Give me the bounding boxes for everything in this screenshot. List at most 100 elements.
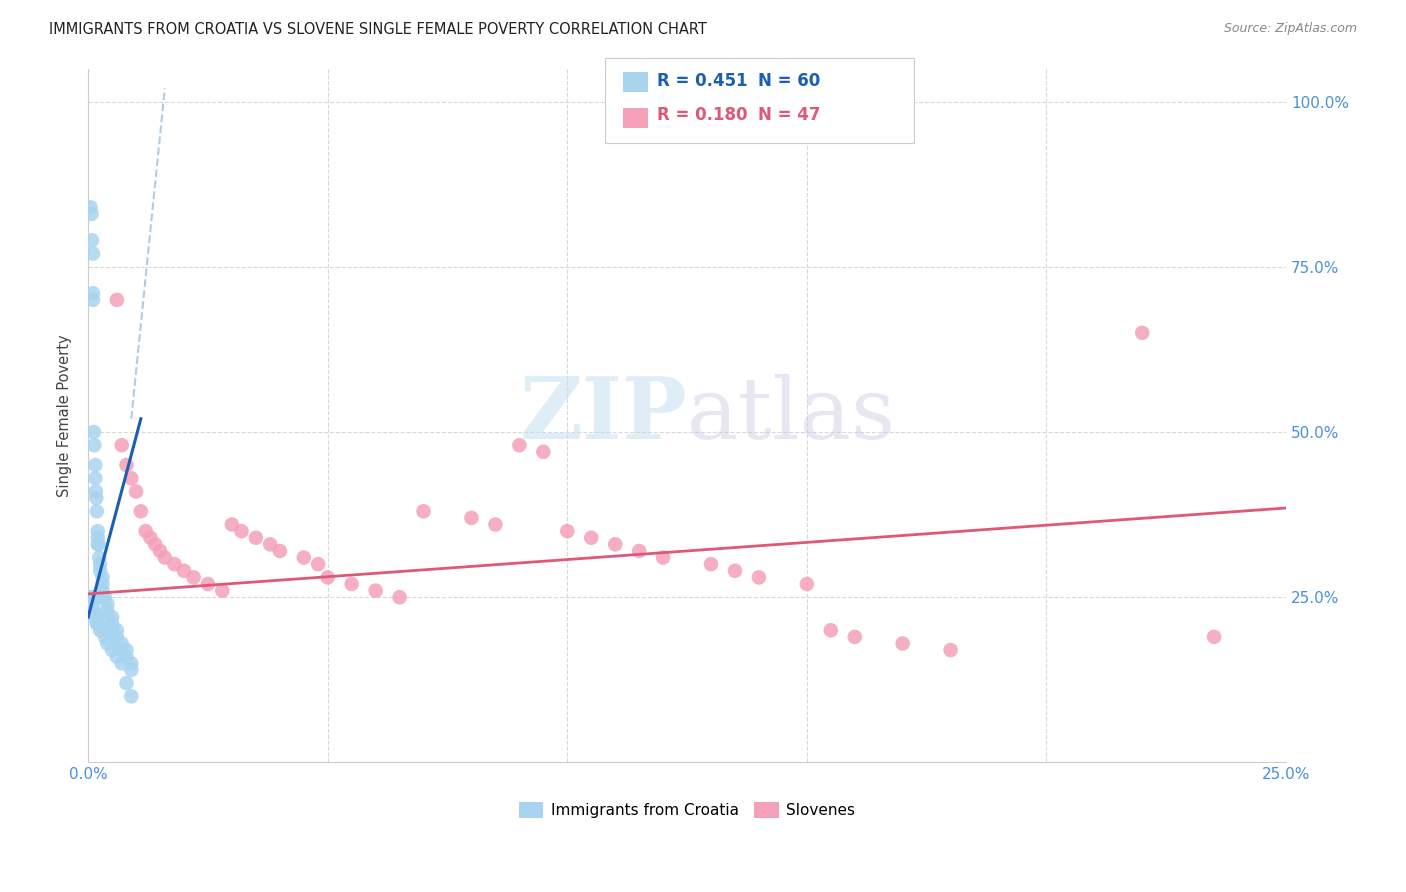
Point: [724, 564, 747, 578]
Point: [364, 583, 387, 598]
Point: [173, 564, 195, 578]
Point: [94, 591, 117, 605]
Point: [700, 557, 723, 571]
Point: [101, 610, 124, 624]
Point: [96, 603, 118, 617]
Point: [83, 425, 105, 439]
Point: [105, 293, 128, 307]
Point: [83, 610, 105, 624]
Point: [89, 624, 111, 638]
Text: ZIP: ZIP: [519, 374, 688, 458]
Point: [96, 597, 118, 611]
Point: [245, 531, 267, 545]
Point: [96, 610, 118, 624]
Point: [652, 550, 675, 565]
Point: [115, 643, 138, 657]
Point: [89, 564, 111, 578]
Point: [96, 636, 118, 650]
Text: R = 0.180: R = 0.180: [657, 106, 747, 124]
Point: [115, 676, 138, 690]
Point: [80, 597, 103, 611]
Point: [91, 624, 114, 638]
Point: [82, 286, 104, 301]
Point: [86, 504, 108, 518]
Point: [153, 550, 176, 565]
Point: [84, 491, 107, 505]
Point: [87, 616, 110, 631]
Point: [269, 544, 291, 558]
Point: [820, 624, 842, 638]
Point: [307, 557, 329, 571]
Point: [211, 583, 233, 598]
Point: [115, 649, 138, 664]
Point: [101, 643, 124, 657]
Point: [796, 577, 818, 591]
Point: [581, 531, 603, 545]
Point: [105, 624, 128, 638]
Point: [484, 517, 506, 532]
Point: [748, 570, 770, 584]
Point: [143, 537, 166, 551]
Point: [80, 591, 103, 605]
Point: [83, 438, 105, 452]
Point: [91, 583, 114, 598]
Text: R = 0.451: R = 0.451: [657, 72, 747, 90]
Point: [139, 531, 162, 545]
Point: [183, 570, 205, 584]
Point: [84, 610, 107, 624]
Point: [259, 537, 281, 551]
Point: [120, 471, 142, 485]
Point: [1204, 630, 1226, 644]
Text: atlas: atlas: [688, 374, 896, 457]
Point: [120, 657, 142, 671]
Point: [82, 246, 104, 260]
Point: [388, 591, 411, 605]
Text: Source: ZipAtlas.com: Source: ZipAtlas.com: [1223, 22, 1357, 36]
Point: [111, 643, 134, 657]
Point: [79, 200, 101, 214]
Point: [84, 471, 107, 485]
Point: [221, 517, 243, 532]
Point: [84, 484, 107, 499]
Point: [197, 577, 219, 591]
Point: [125, 484, 148, 499]
Point: [80, 591, 103, 605]
Point: [91, 591, 114, 605]
Text: N = 60: N = 60: [758, 72, 820, 90]
Point: [83, 603, 105, 617]
Point: [115, 458, 138, 472]
Point: [91, 577, 114, 591]
Point: [628, 544, 651, 558]
Point: [89, 557, 111, 571]
Point: [101, 624, 124, 638]
Point: [163, 557, 186, 571]
Point: [101, 616, 124, 631]
Point: [89, 550, 111, 565]
Point: [105, 630, 128, 644]
Point: [129, 504, 152, 518]
Text: IMMIGRANTS FROM CROATIA VS SLOVENE SINGLE FEMALE POVERTY CORRELATION CHART: IMMIGRANTS FROM CROATIA VS SLOVENE SINGL…: [49, 22, 707, 37]
Point: [135, 524, 157, 538]
Point: [120, 690, 142, 704]
Point: [531, 445, 554, 459]
Point: [82, 597, 104, 611]
Point: [316, 570, 339, 584]
Point: [231, 524, 253, 538]
Point: [939, 643, 962, 657]
Point: [891, 636, 914, 650]
Point: [86, 616, 108, 631]
Point: [120, 663, 142, 677]
Point: [87, 531, 110, 545]
Point: [87, 537, 110, 551]
Point: [87, 537, 110, 551]
Point: [605, 537, 627, 551]
Point: [80, 233, 103, 247]
Point: [508, 438, 530, 452]
Y-axis label: Single Female Poverty: Single Female Poverty: [58, 334, 72, 497]
Point: [91, 570, 114, 584]
Point: [105, 649, 128, 664]
Legend: Immigrants from Croatia, Slovenes: Immigrants from Croatia, Slovenes: [513, 796, 862, 824]
Point: [82, 603, 104, 617]
Point: [79, 591, 101, 605]
Point: [82, 293, 104, 307]
